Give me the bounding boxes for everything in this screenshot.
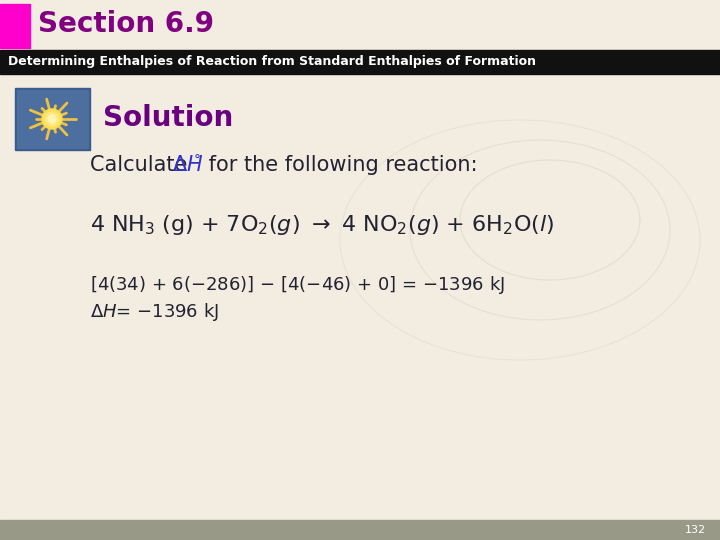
Bar xyxy=(0,520,720,540)
Bar xyxy=(0,74,720,540)
Circle shape xyxy=(48,115,56,123)
Text: [4(34) + 6($-$286)] $-$ [4($-$46) + 0] = $-$1396 kJ: [4(34) + 6($-$286)] $-$ [4($-$46) + 0] =… xyxy=(90,274,505,296)
Text: 4 NH$_3$ (g) + 7O$_2$($\mathit{g}$) $\rightarrow$ 4 NO$_2$($\mathit{g}$) + 6H$_2: 4 NH$_3$ (g) + 7O$_2$($\mathit{g}$) $\ri… xyxy=(90,213,554,237)
Text: 132: 132 xyxy=(685,525,706,535)
Bar xyxy=(0,50,720,74)
Text: = $-$1396 kJ: = $-$1396 kJ xyxy=(110,301,219,323)
Bar xyxy=(0,0,720,50)
Circle shape xyxy=(42,109,62,129)
Circle shape xyxy=(45,112,59,126)
Text: Solution: Solution xyxy=(103,104,233,132)
Text: Section 6.9: Section 6.9 xyxy=(38,10,214,38)
Text: Calculate: Calculate xyxy=(90,155,194,175)
Text: $\Delta \it{H}$: $\Delta \it{H}$ xyxy=(172,155,204,175)
Text: Determining Enthalpies of Reaction from Standard Enthalpies of Formation: Determining Enthalpies of Reaction from … xyxy=(8,56,536,69)
Text: for the following reaction:: for the following reaction: xyxy=(202,155,477,175)
Bar xyxy=(17,90,88,148)
Bar xyxy=(0,4,30,48)
Text: $\Delta \mathit{H}$: $\Delta \mathit{H}$ xyxy=(90,303,117,321)
Bar xyxy=(15,88,90,150)
Text: °: ° xyxy=(194,154,201,168)
